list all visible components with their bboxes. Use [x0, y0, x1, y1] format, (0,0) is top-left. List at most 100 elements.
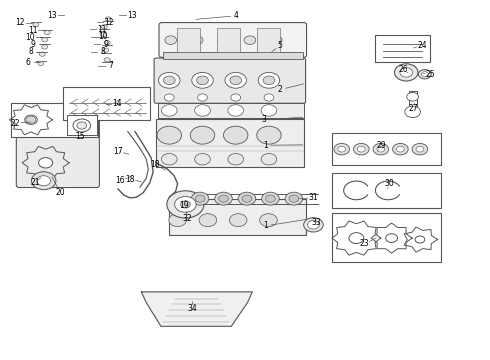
Circle shape: [405, 106, 420, 118]
Text: 10: 10: [25, 33, 35, 42]
Text: 12: 12: [104, 18, 114, 27]
Bar: [375, 35, 430, 62]
Text: 18: 18: [150, 161, 160, 170]
Text: 3: 3: [261, 115, 266, 124]
Circle shape: [37, 176, 50, 186]
Bar: [163, 52, 303, 59]
Text: 26: 26: [399, 65, 409, 74]
Circle shape: [24, 115, 37, 125]
Bar: [63, 87, 150, 120]
Circle shape: [231, 94, 241, 101]
Text: 15: 15: [75, 132, 85, 141]
Circle shape: [230, 76, 242, 85]
Circle shape: [215, 192, 232, 205]
Bar: [169, 199, 306, 234]
Bar: [176, 28, 200, 52]
Circle shape: [373, 143, 389, 155]
Text: 14: 14: [112, 99, 122, 108]
Circle shape: [164, 94, 174, 101]
Polygon shape: [142, 292, 252, 326]
Text: 13: 13: [127, 10, 136, 19]
Circle shape: [266, 195, 275, 202]
Bar: [11, 103, 98, 137]
Circle shape: [73, 119, 91, 132]
Text: 8: 8: [101, 48, 106, 57]
Circle shape: [103, 48, 109, 52]
Circle shape: [191, 36, 203, 44]
Bar: [332, 173, 441, 208]
Circle shape: [349, 233, 364, 244]
Circle shape: [196, 76, 208, 85]
Bar: [158, 103, 304, 118]
Circle shape: [260, 214, 277, 226]
Circle shape: [180, 201, 190, 208]
Circle shape: [163, 76, 175, 85]
Circle shape: [261, 153, 277, 165]
Circle shape: [169, 214, 186, 226]
Circle shape: [394, 64, 418, 81]
Circle shape: [257, 126, 281, 144]
FancyBboxPatch shape: [159, 23, 307, 57]
Text: 9: 9: [30, 40, 35, 49]
Circle shape: [418, 69, 431, 79]
Text: 16: 16: [116, 176, 125, 185]
Circle shape: [26, 116, 36, 123]
Circle shape: [174, 197, 196, 212]
Text: 18: 18: [125, 175, 135, 184]
Circle shape: [77, 122, 87, 129]
Circle shape: [258, 72, 280, 88]
Circle shape: [104, 41, 110, 45]
Bar: [217, 28, 240, 52]
Circle shape: [197, 94, 207, 101]
Circle shape: [308, 221, 319, 229]
Text: 23: 23: [360, 239, 369, 248]
Circle shape: [157, 126, 181, 144]
Text: 10: 10: [98, 32, 108, 41]
Circle shape: [38, 61, 44, 66]
Circle shape: [192, 72, 213, 88]
Circle shape: [39, 158, 53, 168]
Circle shape: [191, 192, 209, 205]
Circle shape: [304, 218, 323, 232]
Circle shape: [195, 153, 210, 165]
Text: 7: 7: [108, 62, 113, 71]
Text: 11: 11: [28, 26, 37, 35]
Circle shape: [285, 192, 303, 205]
Circle shape: [400, 68, 413, 77]
Circle shape: [242, 195, 252, 202]
Text: 1: 1: [263, 141, 268, 150]
Circle shape: [42, 45, 48, 49]
Circle shape: [421, 72, 428, 77]
Text: 9: 9: [103, 40, 108, 49]
Circle shape: [33, 23, 39, 27]
Circle shape: [42, 38, 48, 42]
Circle shape: [412, 143, 428, 155]
Circle shape: [392, 143, 408, 155]
Circle shape: [161, 105, 177, 116]
Bar: [67, 116, 97, 135]
Circle shape: [44, 31, 50, 35]
Circle shape: [31, 172, 56, 190]
Circle shape: [261, 105, 277, 116]
Text: 2: 2: [278, 85, 283, 94]
Bar: [156, 119, 304, 167]
Text: 5: 5: [278, 41, 283, 50]
Circle shape: [223, 126, 248, 144]
Text: 13: 13: [47, 10, 57, 19]
Circle shape: [225, 72, 246, 88]
Circle shape: [263, 76, 275, 85]
Text: 34: 34: [187, 304, 197, 313]
Circle shape: [165, 36, 176, 44]
Circle shape: [104, 58, 110, 62]
Text: 11: 11: [98, 25, 107, 34]
Text: 22: 22: [11, 119, 20, 128]
Text: 27: 27: [409, 104, 418, 113]
Circle shape: [270, 36, 282, 44]
Circle shape: [159, 72, 180, 88]
Text: 29: 29: [376, 141, 386, 150]
FancyBboxPatch shape: [16, 113, 99, 188]
FancyBboxPatch shape: [154, 58, 306, 103]
Circle shape: [407, 93, 418, 101]
Circle shape: [415, 236, 425, 243]
Circle shape: [357, 146, 365, 152]
